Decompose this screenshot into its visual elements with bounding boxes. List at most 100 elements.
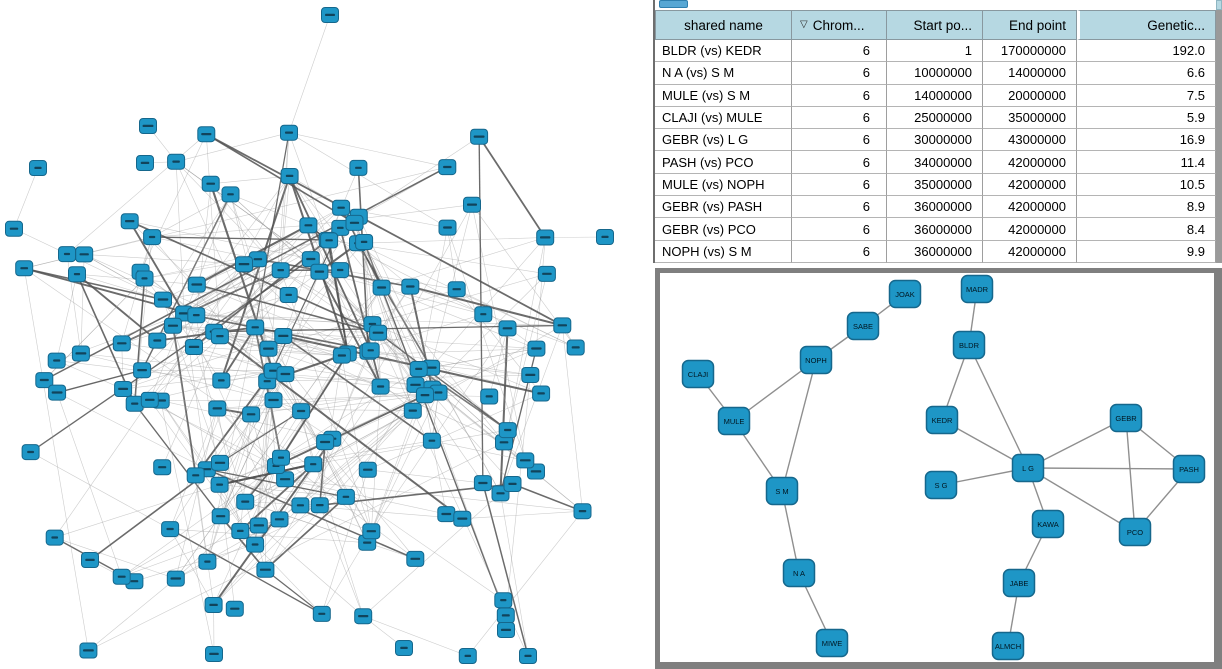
filter-icon[interactable]: ▽	[800, 19, 808, 30]
network-node[interactable]	[358, 461, 377, 478]
sub-network-node[interactable]: JABE	[1002, 568, 1036, 598]
network-node[interactable]	[246, 536, 265, 553]
sub-network-node[interactable]: MIWE	[815, 628, 849, 658]
network-node[interactable]	[186, 467, 205, 484]
network-node[interactable]	[310, 497, 329, 514]
network-node[interactable]	[345, 214, 364, 231]
network-node[interactable]	[212, 372, 231, 389]
table-row[interactable]: GEBR (vs) PCO 6 36000000 42000000 8.4	[655, 218, 1216, 241]
network-node[interactable]	[236, 493, 255, 510]
network-node[interactable]	[187, 307, 206, 324]
table-cell[interactable]: 36000000	[887, 196, 983, 219]
network-node[interactable]	[536, 229, 555, 246]
network-node[interactable]	[246, 319, 265, 336]
table-cell[interactable]: 35000000	[887, 173, 983, 197]
network-node[interactable]	[164, 317, 182, 334]
table-cell[interactable]: 16.9	[1077, 129, 1216, 152]
table-cell[interactable]: 6.6	[1077, 62, 1216, 85]
network-node[interactable]	[355, 234, 374, 250]
network-node[interactable]	[154, 291, 172, 308]
table-cell[interactable]: 34000000	[887, 151, 983, 174]
network-node[interactable]	[279, 287, 298, 303]
network-node[interactable]	[280, 124, 298, 141]
column-header[interactable]: Start po...	[887, 10, 983, 40]
network-node[interactable]	[304, 456, 323, 473]
network-node[interactable]	[332, 199, 351, 216]
network-node[interactable]	[45, 529, 64, 546]
node-shape[interactable]	[1172, 454, 1206, 484]
sub-network-node[interactable]: NOPH	[799, 345, 833, 375]
table-cell[interactable]: 14000000	[983, 62, 1077, 85]
column-header[interactable]: End point	[983, 10, 1077, 40]
node-shape[interactable]	[1109, 403, 1143, 433]
network-node[interactable]	[221, 186, 240, 203]
sub-network-node[interactable]: MADR	[960, 274, 994, 304]
table-cell[interactable]: 36000000	[887, 240, 983, 263]
network-node[interactable]	[71, 345, 90, 362]
network-node[interactable]	[494, 592, 513, 609]
network-node[interactable]	[114, 381, 133, 397]
network-node[interactable]	[447, 281, 466, 298]
network-node[interactable]	[332, 347, 351, 364]
table-cell[interactable]: 42000000	[983, 173, 1077, 197]
network-node[interactable]	[208, 400, 227, 417]
network-node[interactable]	[5, 220, 23, 237]
network-node[interactable]	[272, 449, 290, 466]
network-node[interactable]	[321, 7, 339, 23]
network-node[interactable]	[312, 605, 331, 622]
sub-network-edge[interactable]	[1027, 417, 1127, 469]
network-node[interactable]	[429, 384, 448, 401]
network-node[interactable]	[291, 497, 310, 514]
network-node[interactable]	[473, 475, 492, 492]
network-node[interactable]	[371, 378, 390, 395]
sub-network-node[interactable]: ALMCH	[991, 631, 1025, 661]
node-shape[interactable]	[765, 476, 799, 506]
network-node[interactable]	[362, 523, 381, 540]
node-shape[interactable]	[1002, 568, 1036, 598]
table-cell[interactable]: 10000000	[887, 62, 983, 85]
table-cell[interactable]: 42000000	[983, 240, 1077, 263]
network-node[interactable]	[406, 550, 425, 567]
table-cell[interactable]: 25000000	[887, 106, 983, 130]
sub-network-node[interactable]: S G	[924, 470, 958, 500]
network-node[interactable]	[369, 324, 388, 341]
network-node[interactable]	[495, 434, 513, 451]
network-node[interactable]	[437, 506, 456, 523]
table-cell[interactable]: 43000000	[983, 129, 1077, 152]
network-node[interactable]	[201, 175, 220, 192]
node-shape[interactable]	[782, 558, 816, 588]
column-header[interactable]: shared name	[655, 10, 792, 40]
table-cell[interactable]: 11.4	[1077, 151, 1216, 174]
node-shape[interactable]	[1011, 453, 1045, 483]
network-node[interactable]	[276, 366, 295, 383]
network-node[interactable]	[496, 607, 515, 624]
network-node[interactable]	[320, 232, 339, 249]
table-cell[interactable]: 6	[792, 106, 887, 130]
network-node[interactable]	[249, 517, 268, 534]
network-node[interactable]	[256, 561, 275, 578]
table-cell[interactable]: 10.5	[1077, 173, 1216, 197]
table-row[interactable]: MULE (vs) S M 6 14000000 20000000 7.5	[655, 84, 1216, 107]
network-node[interactable]	[139, 118, 157, 134]
network-node[interactable]	[140, 391, 159, 408]
network-node[interactable]	[133, 362, 152, 379]
network-node[interactable]	[516, 452, 535, 469]
table-cell[interactable]: 8.4	[1077, 218, 1216, 241]
table-cell[interactable]: 5.9	[1077, 106, 1216, 130]
table-cell[interactable]: MULE (vs) S M	[655, 84, 792, 107]
table-cell[interactable]: 42000000	[983, 196, 1077, 219]
table-row[interactable]: N A (vs) S M 6 10000000 14000000 6.6	[655, 62, 1216, 85]
network-node[interactable]	[15, 260, 34, 277]
sub-network-edge[interactable]	[1027, 467, 1136, 533]
network-node[interactable]	[47, 352, 66, 369]
table-cell[interactable]: 192.0	[1077, 40, 1216, 63]
table-cell[interactable]: GEBR (vs) L G	[655, 129, 792, 152]
table-row[interactable]: CLAJI (vs) MULE 6 25000000 35000000 5.9	[655, 106, 1216, 130]
sub-network-node[interactable]: PCO	[1118, 517, 1152, 547]
node-shape[interactable]	[991, 631, 1025, 661]
network-node[interactable]	[211, 454, 229, 471]
table-cell[interactable]: 6	[792, 84, 887, 107]
network-node[interactable]	[271, 262, 290, 279]
table-cell[interactable]: 6	[792, 218, 887, 241]
network-node[interactable]	[112, 335, 131, 352]
